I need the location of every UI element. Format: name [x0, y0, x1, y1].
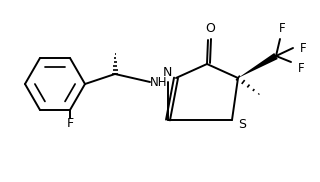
Text: NH: NH — [150, 76, 168, 88]
Text: F: F — [300, 41, 306, 54]
Text: N: N — [162, 66, 172, 80]
Text: F: F — [67, 117, 74, 130]
Text: F: F — [279, 23, 285, 35]
Polygon shape — [238, 53, 278, 78]
Text: F: F — [298, 62, 304, 74]
Text: S: S — [238, 118, 246, 130]
Text: O: O — [205, 21, 215, 35]
